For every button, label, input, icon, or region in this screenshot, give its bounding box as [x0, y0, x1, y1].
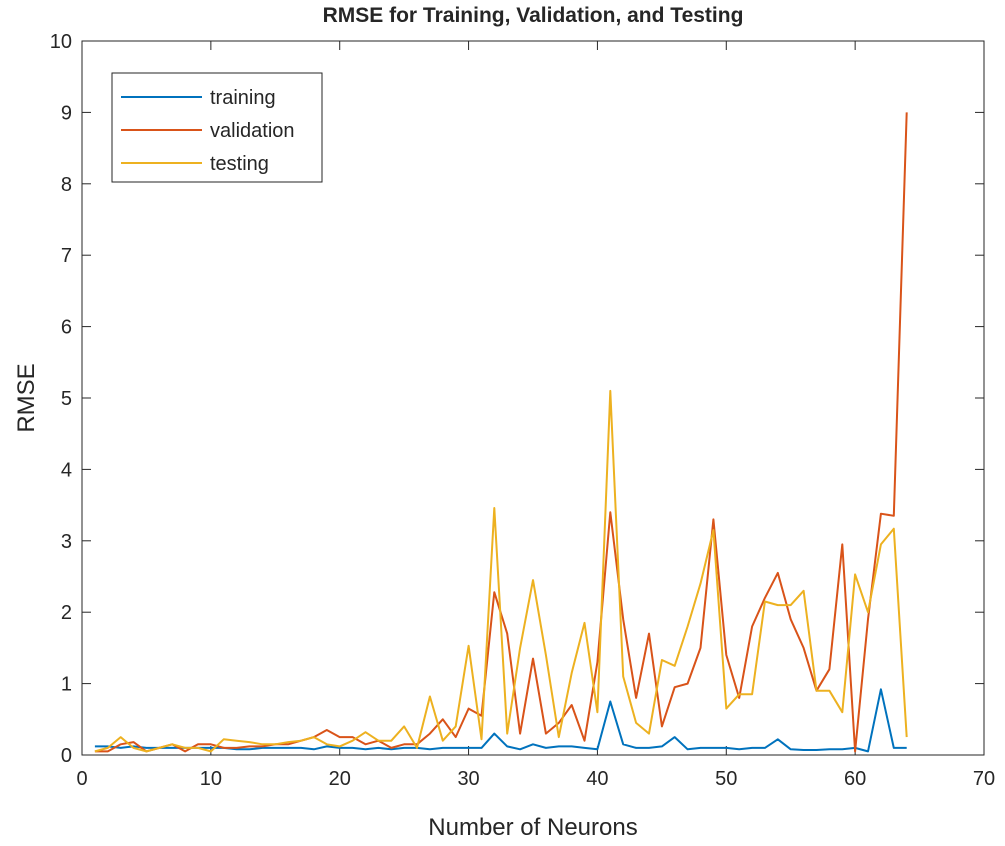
y-tick-label: 0: [61, 745, 72, 767]
x-axis-label: Number of Neurons: [428, 814, 637, 841]
x-tick-label: 10: [200, 768, 222, 790]
chart-title: RMSE for Training, Validation, and Testi…: [323, 4, 744, 27]
x-tick-label: 30: [457, 768, 479, 790]
y-axis-label: RMSE: [13, 363, 40, 432]
y-tick-label: 2: [61, 602, 72, 624]
legend-label-testing: testing: [210, 153, 269, 175]
x-tick-label: 50: [715, 768, 737, 790]
x-tick-label: 40: [586, 768, 608, 790]
y-tick-label: 8: [61, 174, 72, 196]
x-tick-label: 60: [844, 768, 866, 790]
y-tick-label: 1: [61, 674, 72, 696]
series-line-testing: [94, 389, 908, 753]
y-tick-label: 9: [61, 102, 72, 124]
y-tick-label: 10: [50, 31, 72, 53]
y-tick-label: 5: [61, 388, 72, 410]
y-tick-label: 7: [61, 245, 72, 267]
y-tick-label: 6: [61, 317, 72, 339]
y-tick-label: 3: [61, 531, 72, 553]
y-tick-label: 4: [61, 459, 72, 481]
x-tick-label: 0: [76, 768, 87, 790]
legend-label-validation: validation: [210, 120, 295, 142]
legend-label-training: training: [210, 87, 276, 109]
x-tick-label: 70: [973, 768, 995, 790]
legend: training validation testing: [111, 72, 323, 183]
x-tick-label: 20: [329, 768, 351, 790]
